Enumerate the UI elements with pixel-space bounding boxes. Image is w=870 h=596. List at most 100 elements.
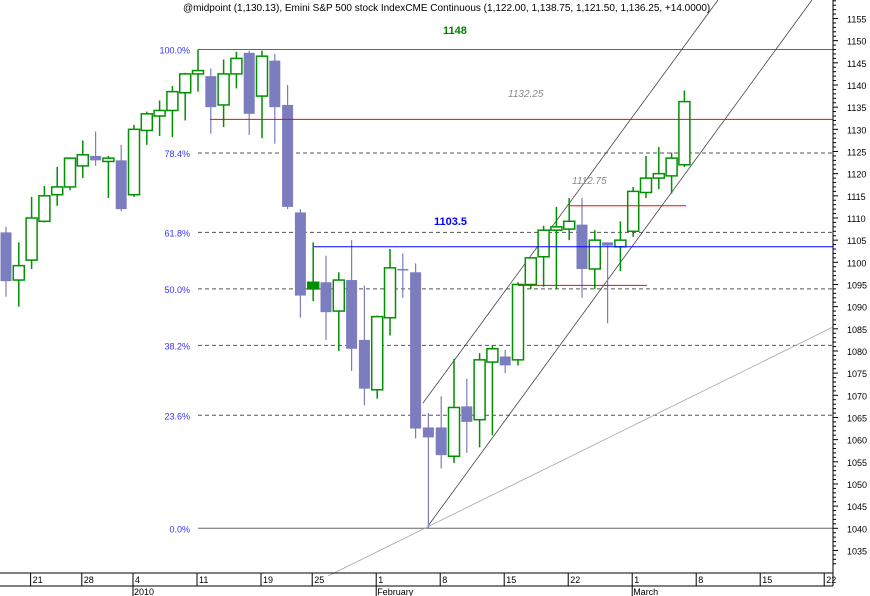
candle-body (358, 339, 370, 389)
fib-label: 23.6% (164, 411, 190, 421)
label-1132: 1132.25 (508, 89, 544, 100)
candle-body (191, 69, 205, 75)
candle-body (12, 264, 26, 281)
candle-body (614, 239, 627, 248)
fib-label: 50.0% (164, 285, 190, 295)
label-1112: 1112.75 (572, 176, 607, 187)
x-tick-label: 8 (698, 575, 703, 585)
candle-body (115, 160, 127, 210)
candle-body (447, 406, 461, 458)
bull-candle (370, 315, 384, 399)
bull-candle (50, 167, 64, 206)
candle-body (0, 232, 12, 282)
x-tick-label: 19 (263, 575, 273, 585)
bull-candle (588, 230, 602, 289)
x-tick-label: 21 (33, 575, 43, 585)
candle-body (102, 157, 115, 163)
bull-candle (166, 86, 179, 138)
y-tick-label: 1080 (847, 347, 867, 357)
y-tick-label: 1105 (847, 236, 866, 246)
bull-candle (550, 206, 563, 289)
bear-candle (294, 209, 306, 318)
y-tick-label: 1115 (847, 192, 866, 202)
bear-candle (243, 50, 255, 135)
bear-candle (410, 263, 422, 439)
bull-candle (562, 198, 576, 241)
candle-body (269, 60, 281, 108)
bull-candle (447, 358, 461, 463)
candle-body (562, 220, 576, 230)
y-tick-label: 1135 (847, 103, 866, 113)
candle-body (499, 356, 511, 366)
x-tick-label: 11 (199, 575, 208, 585)
x-tick-label: 4 (135, 575, 140, 585)
candle-body (255, 55, 269, 97)
bull-candle (102, 155, 115, 199)
candle-body (511, 283, 525, 361)
y-tick-label: 1125 (847, 147, 866, 157)
bear-candle (422, 413, 434, 529)
y-tick-label: 1085 (847, 325, 867, 335)
y-tick-label: 1130 (847, 125, 866, 135)
candle-body (473, 359, 486, 421)
x-tick-label: 28 (84, 575, 94, 585)
candle-body (282, 104, 294, 207)
bear-candle (576, 198, 588, 298)
bear-candle (397, 253, 409, 298)
bull-candle (626, 186, 640, 237)
bull-candle (639, 155, 653, 199)
gann-fan-line (327, 326, 834, 577)
bull-candle (255, 50, 269, 139)
bull-candle (332, 272, 346, 351)
fib-label: 100.0% (159, 46, 190, 56)
y-tick-label: 1095 (847, 280, 867, 290)
bull-candle (652, 147, 666, 190)
y-tick-label: 1040 (847, 524, 867, 534)
candle-body (243, 52, 255, 114)
candle-body (397, 268, 409, 271)
bull-candle (537, 225, 550, 287)
bear-candle (499, 349, 511, 374)
candle-body (230, 57, 243, 75)
bull-candle (191, 49, 205, 92)
candle-body (422, 427, 434, 438)
bear-candle (90, 131, 102, 166)
candle-body (652, 172, 666, 179)
bear-candle (358, 285, 370, 406)
candle-body (678, 100, 691, 166)
bear-candle (320, 255, 332, 340)
candle-body (306, 281, 320, 290)
y-tick-label: 1050 (847, 480, 867, 490)
bull-candle (511, 282, 525, 366)
label-1148: 1148 (443, 25, 467, 37)
bear-candle (461, 378, 473, 453)
x-group-label: 2010 (134, 587, 154, 596)
candle-body (626, 190, 640, 233)
bull-candle (486, 345, 499, 436)
x-tick-label: 22 (826, 575, 836, 585)
candle-body (38, 195, 51, 223)
bull-candle (38, 185, 51, 223)
y-tick-label: 1100 (847, 258, 866, 268)
y-tick-label: 1075 (847, 369, 867, 379)
candle-body (410, 272, 422, 429)
chart-title: @midpoint (1,130.13), Emini S&P 500 stoc… (183, 3, 710, 14)
y-tick-label: 1140 (847, 81, 866, 91)
candle-body (461, 406, 473, 422)
candle-body (25, 217, 38, 261)
bear-candle (602, 242, 614, 324)
annotations: 1148 1132.25 1112.75 1103.5 (210, 25, 833, 286)
fib-label: 38.2% (164, 341, 190, 351)
x-tick-label: 15 (506, 575, 516, 585)
x-tick-label: 15 (762, 575, 772, 585)
candle-body (205, 76, 217, 108)
bull-candle (524, 257, 538, 289)
bull-candle (678, 90, 691, 168)
bull-candle (63, 157, 77, 191)
bull-candle (383, 249, 397, 336)
y-tick-label: 1045 (847, 502, 867, 512)
x-tick-label: 25 (314, 575, 324, 585)
bear-candle (435, 396, 447, 469)
candle-body (588, 239, 602, 270)
x-group-label: March (633, 587, 658, 596)
